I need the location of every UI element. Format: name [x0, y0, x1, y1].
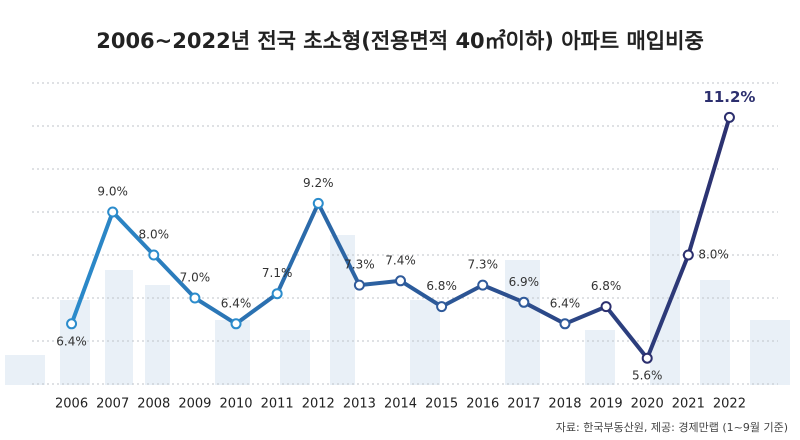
point: [148, 249, 160, 261]
x-tick-label: 2014: [384, 397, 417, 412]
x-tick-label: 2019: [590, 397, 623, 412]
point: [518, 296, 530, 308]
data-label: 6.4%: [550, 296, 581, 310]
point: [189, 292, 201, 304]
point: [477, 279, 489, 291]
x-tick-label: 2011: [261, 397, 294, 412]
x-tick-label: 2018: [548, 397, 581, 412]
x-tick-label: 2008: [137, 397, 170, 412]
x-tick-label: 2013: [343, 397, 376, 412]
x-tick-label: 2022: [713, 397, 746, 412]
point: [107, 206, 119, 218]
x-tick-label: 2009: [178, 397, 211, 412]
point: [682, 249, 694, 261]
x-tick-label: 2006: [55, 397, 88, 412]
data-label: 8.0%: [698, 248, 729, 262]
x-tick-label: 2012: [302, 397, 335, 412]
data-label: 6.4%: [221, 296, 252, 310]
skyline: [5, 210, 790, 385]
data-label: 6.8%: [591, 279, 622, 293]
data-label: 7.1%: [262, 266, 293, 280]
data-label: 7.3%: [467, 258, 498, 272]
x-tick-label: 2016: [466, 397, 499, 412]
point: [559, 318, 571, 330]
data-label: 9.2%: [303, 176, 334, 190]
x-tick-label: 2020: [631, 397, 664, 412]
point: [641, 352, 653, 364]
data-label: 11.2%: [703, 88, 755, 106]
point: [723, 111, 735, 123]
x-tick-label: 2015: [425, 397, 458, 412]
data-label: 7.4%: [385, 253, 416, 267]
data-label: 5.6%: [632, 369, 663, 383]
chart-title: 2006~2022년 전국 초소형(전용면적 40㎡이하) 아파트 매입비중: [96, 29, 704, 53]
point: [353, 279, 365, 291]
data-label: 6.4%: [56, 334, 87, 348]
point: [66, 318, 78, 330]
data-label: 7.0%: [180, 271, 211, 285]
x-tick-label: 2007: [96, 397, 129, 412]
x-tick-label: 2010: [219, 397, 252, 412]
source-note: 자료: 한국부동산원, 제공: 경제만랩 (1~9월 기준): [556, 421, 788, 434]
point: [271, 288, 283, 300]
point: [436, 301, 448, 313]
data-label: 7.3%: [344, 258, 375, 272]
data-label: 9.0%: [97, 185, 128, 199]
point: [395, 275, 406, 287]
point: [600, 301, 612, 313]
x-tick-label: 2021: [672, 397, 705, 412]
point: [230, 318, 242, 330]
data-label: 8.0%: [139, 228, 170, 242]
data-label: 6.9%: [509, 275, 540, 289]
point: [312, 197, 324, 209]
data-label: 6.8%: [426, 279, 457, 293]
data-line: [69, 116, 732, 361]
x-tick-label: 2017: [507, 397, 540, 412]
